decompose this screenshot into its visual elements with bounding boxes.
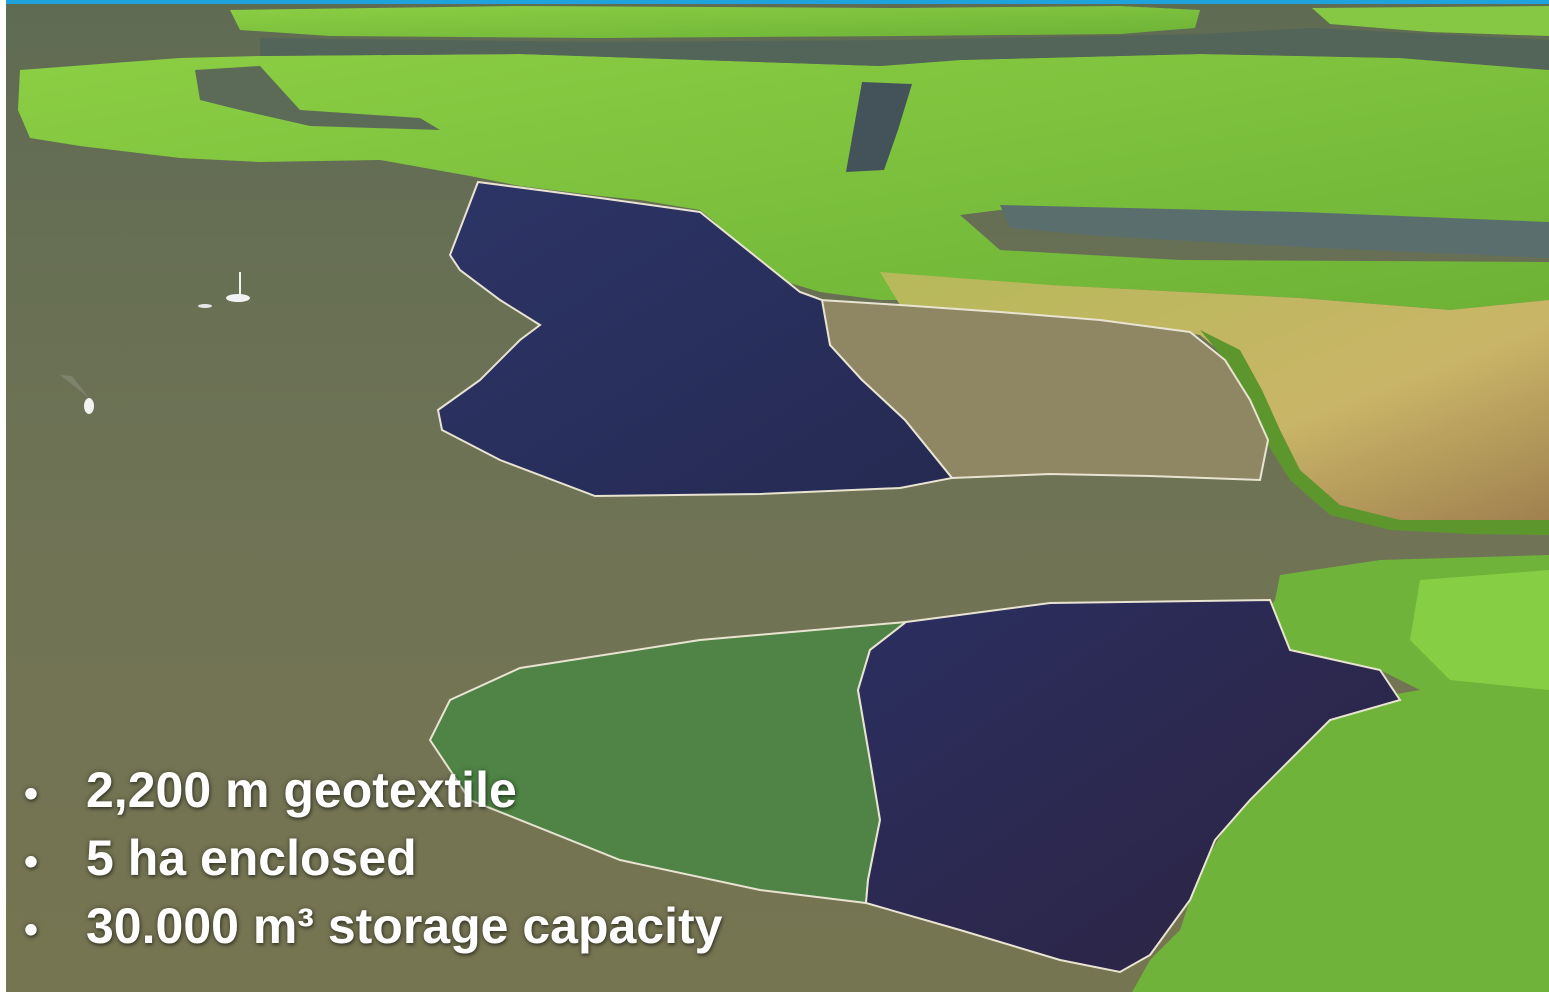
bullet-icon: •	[24, 840, 39, 884]
grass-island-top-strip	[230, 6, 1200, 38]
channel-top	[260, 28, 1549, 70]
facts-list: • 2,200 m geotextile • 5 ha enclosed • 3…	[24, 758, 722, 962]
bullet-icon: •	[24, 908, 39, 952]
dinghy-icon	[198, 304, 212, 308]
marsh-field-right	[880, 272, 1549, 530]
sailboat-icon	[226, 272, 250, 302]
channel-right	[1000, 205, 1549, 258]
fact-geotextile-length: 2,200 m geotextile	[86, 762, 517, 818]
fact-item: • 2,200 m geotextile	[24, 758, 722, 826]
reed-edge-right	[1200, 330, 1549, 535]
channel-upper-left	[195, 66, 440, 130]
fact-item: • 30.000 m³ storage capacity	[24, 894, 722, 962]
enclosure-dark-upper	[436, 180, 954, 498]
frame-left	[0, 0, 6, 996]
frame-bottom	[0, 992, 1549, 996]
fact-item: • 5 ha enclosed	[24, 826, 722, 894]
grass-island-top-right	[1312, 6, 1549, 36]
bullet-icon: •	[24, 772, 39, 816]
reed-patch-bright	[1410, 570, 1549, 690]
fact-storage-capacity: 30.000 m³ storage capacity	[86, 898, 723, 954]
enclosure-dark-lower	[856, 598, 1402, 974]
accent-bar	[0, 0, 1549, 4]
fact-area-enclosed: 5 ha enclosed	[86, 830, 417, 886]
channel-vertical	[846, 82, 912, 172]
motorboat-icon	[60, 375, 94, 414]
